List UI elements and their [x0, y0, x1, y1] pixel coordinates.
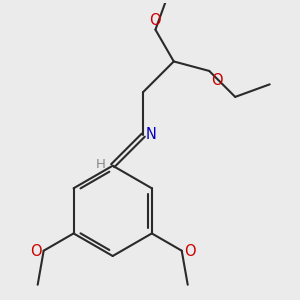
Text: O: O — [30, 244, 42, 259]
Text: H: H — [96, 158, 106, 171]
Text: O: O — [184, 244, 195, 259]
Text: O: O — [149, 13, 161, 28]
Text: O: O — [211, 73, 222, 88]
Text: N: N — [146, 127, 157, 142]
